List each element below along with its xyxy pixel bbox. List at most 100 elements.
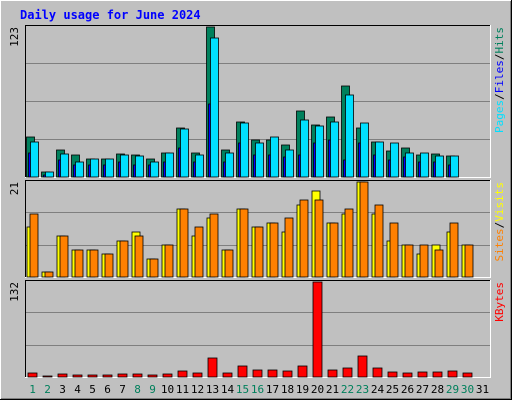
bar-pages-day-22 [345,94,354,178]
bar-kbytes-day-21 [327,369,338,378]
x-tick-label: 4 [74,383,81,396]
legend-separator: / [493,54,506,61]
panel-3: 132 KBytes [8,280,506,378]
bar-kbytes-day-20 [312,281,323,378]
bar-sites-day-30 [464,244,474,278]
bar-sites-day-27 [419,244,429,278]
bar-kbytes-day-27 [417,371,428,378]
bar-sites-day-25 [389,222,399,278]
bar-pages-day-5 [90,158,99,178]
bar-kbytes-day-24 [372,367,383,378]
bar-kbytes-day-28 [432,371,443,378]
bar-kbytes-day-23 [357,355,368,378]
bar-pages-day-25 [390,142,399,178]
x-tick-label: 18 [281,383,294,396]
bar-sites-day-20 [314,199,324,278]
bar-kbytes-day-14 [222,372,233,378]
x-tick-label: 21 [326,383,339,396]
x-tick-label: 19 [296,383,309,396]
x-tick-label: 27 [416,383,429,396]
bar-sites-day-22 [344,208,354,278]
bar-pages-day-15 [240,122,249,178]
x-tick-label: 12 [191,383,204,396]
bar-pages-day-24 [375,141,384,178]
legend-entry: KBytes [493,282,506,322]
bar-sites-day-5 [89,249,99,278]
bar-pages-day-3 [60,153,69,178]
x-tick-label: 3 [59,383,66,396]
x-tick-label: 13 [206,383,219,396]
legend-separator: / [493,222,506,229]
bar-sites-day-16 [254,226,264,278]
chart-title: Daily usage for June 2024 [20,8,201,22]
bar-sites-day-10 [164,244,174,278]
bar-kbytes-day-8 [132,373,143,378]
bar-sites-day-3 [59,235,69,278]
legend-entry: Sites [493,228,506,261]
bar-pages-day-10 [165,152,174,178]
bar-kbytes-day-17 [267,369,278,378]
bar-sites-day-21 [329,222,339,278]
legend-separator: / [493,93,506,100]
bar-kbytes-day-16 [252,369,263,378]
bar-kbytes-day-9 [147,374,158,378]
bar-sites-day-28 [434,249,444,278]
x-tick-label: 10 [161,383,174,396]
bar-sites-day-15 [239,208,249,278]
bar-kbytes-day-10 [162,373,173,378]
x-tick-label: 2 [44,383,51,396]
bar-pages-day-28 [435,155,444,178]
x-tick-label: 30 [461,383,474,396]
x-tick-label: 31 [476,383,489,396]
x-tick-label: 11 [176,383,189,396]
bar-kbytes-day-7 [117,373,128,378]
x-tick-label: 24 [371,383,385,396]
x-axis-labels: 1 2 3 4 5 6 7 8 9 10 11 12 13 14 15 16 17 18 19 20 21 22 23 24 2… [29,383,489,396]
bar-pages-day-7 [120,154,129,178]
panel-2: 21 Sites/Visits [8,180,506,278]
bar-pages-day-2 [45,171,54,178]
bar-sites-day-6 [104,253,114,278]
x-tick-label: 29 [446,383,459,396]
legend-entry: Files [493,60,506,93]
bar-sites-day-11 [179,208,189,278]
bar-sites-day-12 [194,226,204,278]
x-tick-label: 8 [134,383,141,396]
panel-max-label: 21 [8,182,21,195]
legend-entry: Pages [493,100,506,133]
x-tick-label: 20 [311,383,324,396]
bar-kbytes-day-26 [402,372,413,378]
bar-pages-day-26 [405,152,414,178]
bar-sites-day-8 [134,235,144,278]
bar-sites-day-17 [269,222,279,278]
bar-pages-day-8 [135,155,144,178]
bar-pages-day-6 [105,158,114,178]
bar-kbytes-day-29 [447,370,458,378]
bar-sites-day-14 [224,249,234,278]
panel-max-label: 123 [8,27,21,47]
bar-sites-day-4 [74,249,84,278]
bar-pages-day-29 [450,155,459,178]
bar-sites-day-13 [209,213,219,278]
bar-kbytes-day-18 [282,370,293,378]
bar-sites-day-2 [44,271,54,278]
bar-sites-day-1 [29,213,39,278]
x-tick-label: 25 [386,383,399,396]
panel-legend: KBytes [493,282,506,322]
x-tick-label: 7 [119,383,126,396]
bar-pages-day-19 [300,119,309,178]
bar-kbytes-day-19 [297,365,308,378]
bar-kbytes-day-1 [27,372,38,378]
x-tick-label: 9 [149,383,156,396]
bar-sites-day-19 [299,199,309,278]
bar-pages-day-9 [150,161,159,178]
bar-kbytes-day-4 [72,374,83,378]
bar-kbytes-day-3 [57,373,68,378]
bar-sites-day-9 [149,258,159,278]
plot-area [25,280,490,377]
bar-sites-day-24 [374,204,384,278]
bar-pages-day-14 [225,152,234,178]
x-tick-label: 16 [251,383,264,396]
bar-pages-day-21 [330,121,339,178]
